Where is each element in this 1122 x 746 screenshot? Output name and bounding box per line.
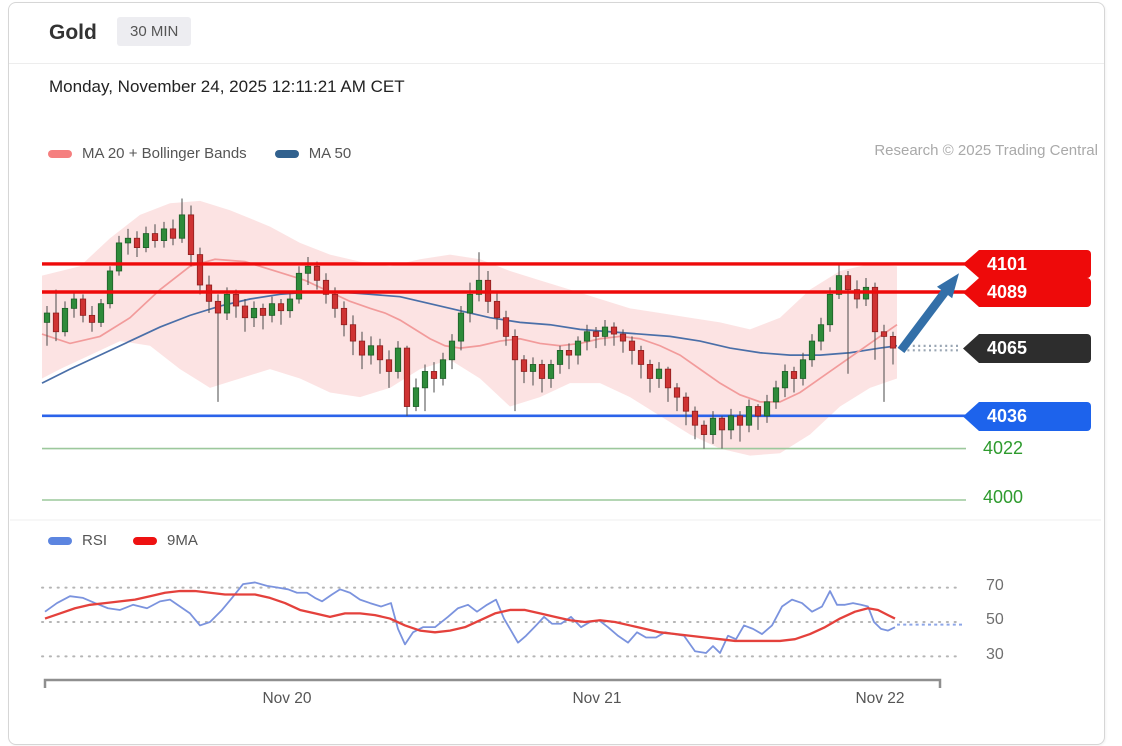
ma20-bollinger-label: MA 20 + Bollinger Bands xyxy=(82,145,247,162)
last-price-tag-4065: 4065 xyxy=(963,334,1091,363)
rsi-label: RSI xyxy=(82,532,108,549)
main-legend: MA 20 + Bollinger Bands MA 50 xyxy=(48,145,351,162)
rsi-scale-30: 30 xyxy=(986,646,1004,663)
rsi-scale-70: 70 xyxy=(986,577,1004,594)
rsi-9ma-swatch xyxy=(133,536,158,545)
attribution-text: Research © 2025 Trading Central xyxy=(874,142,1098,159)
resistance-tag-4101: 4101 xyxy=(963,250,1091,278)
rsi-scale-50: 50 xyxy=(986,611,1004,628)
support-tag-4036: 4036 xyxy=(963,402,1091,431)
support-label-4022: 4022 xyxy=(983,438,1024,458)
instrument-title: Gold xyxy=(49,21,97,44)
timeframe-badge: 30 MIN xyxy=(117,17,192,46)
rsi-swatch xyxy=(48,536,72,545)
chart-timestamp: Monday, November 24, 2025 12:11:21 AM CE… xyxy=(49,77,405,96)
resistance-tag-4089: 4089 xyxy=(963,278,1091,307)
rsi-legend: RSI 9MA xyxy=(48,532,198,549)
ma50-swatch xyxy=(274,149,299,158)
x-axis-label-nov21: Nov 21 xyxy=(572,690,622,707)
ma50-label: MA 50 xyxy=(308,145,352,162)
chart-card: Gold 30 MIN Monday, November 24, 2025 12… xyxy=(8,2,1105,745)
x-axis-label-nov22: Nov 22 xyxy=(855,690,905,707)
x-axis-label-nov20: Nov 20 xyxy=(262,690,312,707)
support-label-4000: 4000 xyxy=(983,487,1024,507)
title-row: Gold 30 MIN xyxy=(9,3,1104,64)
rsi-9ma-label: 9MA xyxy=(167,532,198,549)
ma20-bollinger-swatch xyxy=(48,149,72,158)
